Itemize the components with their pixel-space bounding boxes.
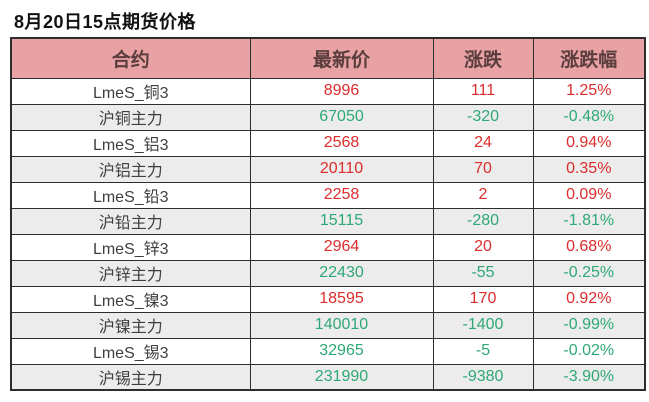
change-cell: -9380 — [432, 363, 534, 391]
table-row: LmeS_镍3 18595 170 0.92% — [10, 285, 646, 313]
change-cell: 2 — [432, 181, 534, 209]
price-cell: 2258 — [249, 181, 434, 209]
change-cell: -55 — [432, 259, 534, 287]
change-pct-cell: 0.35% — [532, 155, 646, 183]
contract-cell: LmeS_铝3 — [10, 129, 251, 157]
table-row: 沪锡主力 231990 -9380 -3.90% — [10, 363, 646, 391]
header-row: 合约 最新价 涨跌 涨跌幅 — [10, 37, 646, 79]
table-row: LmeS_铝3 2568 24 0.94% — [10, 129, 646, 157]
price-cell: 2964 — [249, 233, 434, 261]
change-pct-cell: 0.92% — [532, 285, 646, 313]
price-cell: 2568 — [249, 129, 434, 157]
change-cell: -5 — [432, 337, 534, 365]
price-cell: 67050 — [249, 103, 434, 131]
price-cell: 140010 — [249, 311, 434, 339]
change-pct-cell: -0.02% — [532, 337, 646, 365]
price-cell: 8996 — [249, 77, 434, 105]
contract-cell: 沪铜主力 — [10, 103, 251, 131]
table-row: LmeS_铅3 2258 2 0.09% — [10, 181, 646, 209]
table-row: 沪铅主力 15115 -280 -1.81% — [10, 207, 646, 235]
change-pct-cell: 0.68% — [532, 233, 646, 261]
page-title: 8月20日15点期货价格 — [14, 12, 197, 32]
table-body: LmeS_铜3 8996 111 1.25% 沪铜主力 67050 -320 -… — [10, 77, 646, 391]
table-row: LmeS_锡3 32965 -5 -0.02% — [10, 337, 646, 365]
table-row: 沪铜主力 67050 -320 -0.48% — [10, 103, 646, 131]
contract-cell: LmeS_锌3 — [10, 233, 251, 261]
change-cell: -1400 — [432, 311, 534, 339]
contract-cell: 沪铅主力 — [10, 207, 251, 235]
contract-cell: LmeS_镍3 — [10, 285, 251, 313]
change-pct-cell: -0.25% — [532, 259, 646, 287]
price-cell: 20110 — [249, 155, 434, 183]
contract-cell: 沪镍主力 — [10, 311, 251, 339]
futures-price-table: 合约 最新价 涨跌 涨跌幅 LmeS_铜3 8996 111 1.25% 沪铜主… — [10, 37, 646, 391]
contract-cell: LmeS_铜3 — [10, 77, 251, 105]
contract-cell: LmeS_铅3 — [10, 181, 251, 209]
column-header-change-pct: 涨跌幅 — [532, 37, 646, 79]
table-row: 沪锌主力 22430 -55 -0.25% — [10, 259, 646, 287]
contract-cell: LmeS_锡3 — [10, 337, 251, 365]
table-row: 沪镍主力 140010 -1400 -0.99% — [10, 311, 646, 339]
table-row: LmeS_锌3 2964 20 0.68% — [10, 233, 646, 261]
column-header-latest-price: 最新价 — [249, 37, 434, 79]
price-cell: 22430 — [249, 259, 434, 287]
contract-cell: 沪锡主力 — [10, 363, 251, 391]
price-cell: 15115 — [249, 207, 434, 235]
table-row: LmeS_铜3 8996 111 1.25% — [10, 77, 646, 105]
change-pct-cell: -3.90% — [532, 363, 646, 391]
change-cell: -320 — [432, 103, 534, 131]
change-pct-cell: 1.25% — [532, 77, 646, 105]
change-cell: 170 — [432, 285, 534, 313]
table-row: 沪铝主力 20110 70 0.35% — [10, 155, 646, 183]
table-header: 合约 最新价 涨跌 涨跌幅 — [10, 37, 646, 79]
change-cell: 70 — [432, 155, 534, 183]
change-pct-cell: -1.81% — [532, 207, 646, 235]
price-cell: 18595 — [249, 285, 434, 313]
change-pct-cell: -0.48% — [532, 103, 646, 131]
contract-cell: 沪铝主力 — [10, 155, 251, 183]
change-cell: 20 — [432, 233, 534, 261]
change-pct-cell: 0.94% — [532, 129, 646, 157]
contract-cell: 沪锌主力 — [10, 259, 251, 287]
price-cell: 32965 — [249, 337, 434, 365]
change-cell: 24 — [432, 129, 534, 157]
change-cell: -280 — [432, 207, 534, 235]
change-pct-cell: 0.09% — [532, 181, 646, 209]
column-header-contract: 合约 — [10, 37, 251, 79]
column-header-change: 涨跌 — [432, 37, 534, 79]
change-pct-cell: -0.99% — [532, 311, 646, 339]
price-cell: 231990 — [249, 363, 434, 391]
change-cell: 111 — [432, 77, 534, 105]
